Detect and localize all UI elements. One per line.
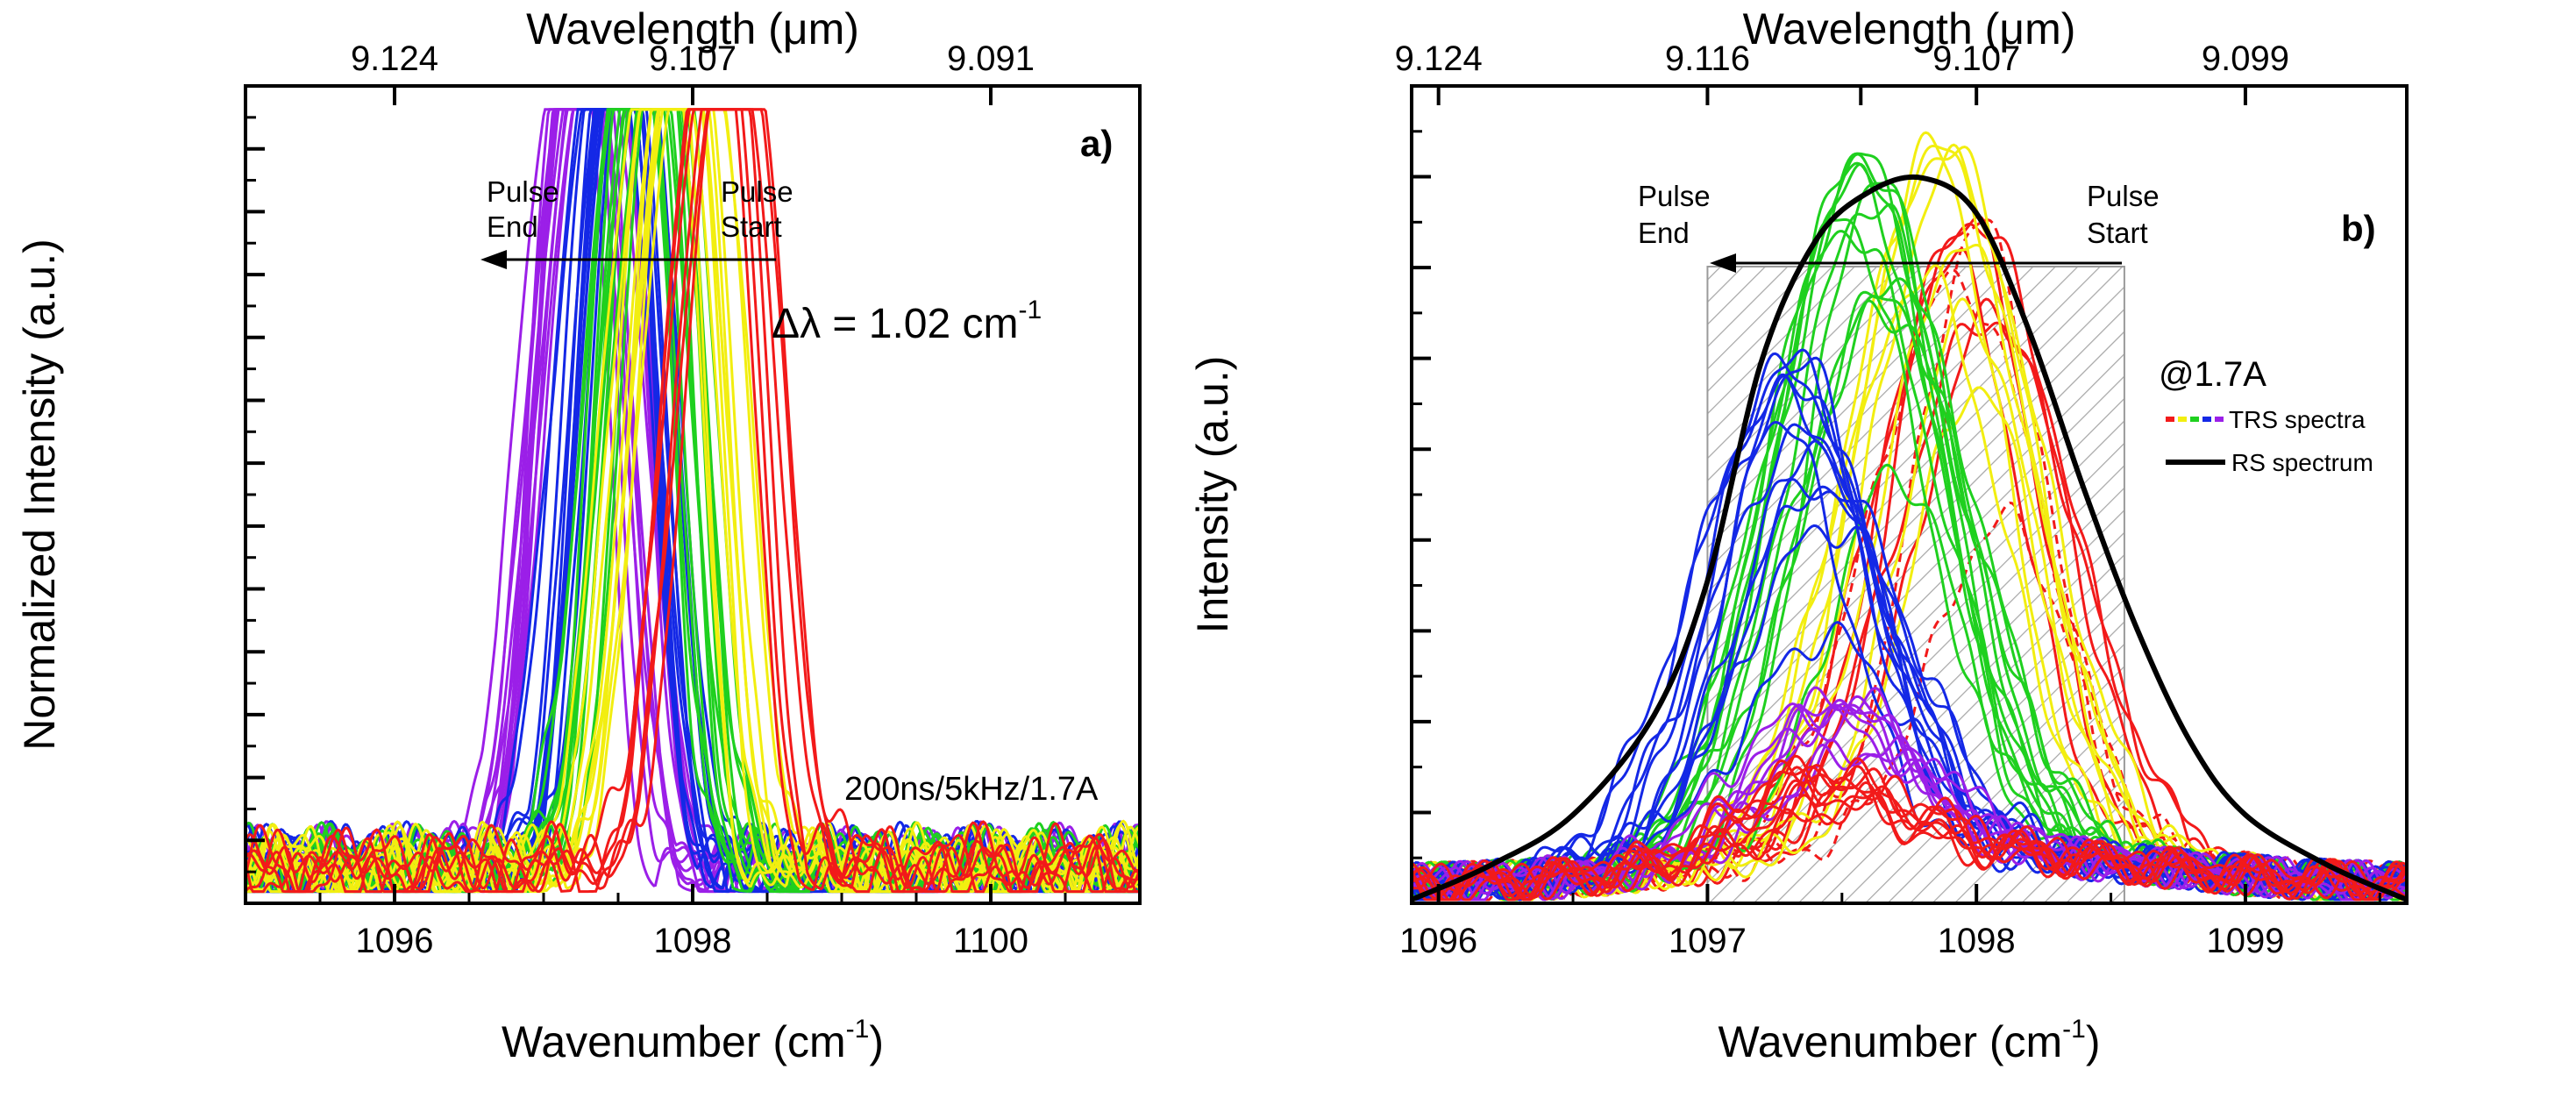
panel-b-ticks: 1096 1097 1098 1099 9.124 9.116 9.107 9.099 — [1395, 39, 2381, 960]
panel-b-series — [1412, 131, 2407, 902]
panel-b-current-label: @1.7A — [2159, 355, 2266, 394]
series-line-red — [246, 108, 1140, 894]
legend-label-trs: TRS spectra — [2229, 406, 2366, 433]
panel-a: 1096 1098 1100 9.124 9.107 9.091 Wavelength (… — [15, 4, 1142, 1066]
panel-a-pulse-end-label: Pulse End — [487, 175, 567, 243]
series-line-red-late — [1412, 763, 2407, 902]
series-line-red — [246, 108, 1140, 894]
panel-a-x-axis-title: Wavenumber (cm-1) — [502, 1015, 884, 1066]
x-tick-label: 1096 — [1399, 922, 1477, 960]
top-tick-label: 9.124 — [1395, 39, 1483, 78]
panel-b: 1096 1097 1098 1099 9.124 9.116 9.107 9.099 Wav… — [1188, 4, 2409, 1066]
panel-b-pulse-end-label: Pulse End — [1638, 180, 1719, 249]
x-tick-label: 1100 — [953, 922, 1028, 960]
arrow-head — [480, 250, 507, 269]
panel-b-legend: TRS spectra RS spectrum — [2166, 406, 2373, 476]
panel-b-y-axis-title: Intensity (a.u.) — [1188, 356, 1237, 634]
panel-b-x-axis-title: Wavenumber (cm-1) — [1718, 1015, 2100, 1066]
arrow-head — [1710, 253, 1736, 273]
series-line-blue — [1412, 348, 2407, 902]
series-line-red — [246, 108, 1140, 894]
top-tick-label: 9.107 — [1932, 39, 2020, 78]
x-tick-label: 1098 — [1938, 922, 2016, 960]
panel-b-pulse-start-label: Pulse Start — [2087, 180, 2167, 249]
panel-a-y-axis-title: Normalized Intensity (a.u.) — [15, 239, 64, 751]
top-tick-label: 9.124 — [351, 39, 438, 78]
panel-b-rs-spectrum-line — [1412, 174, 2407, 902]
series-line-violet — [1412, 735, 2407, 902]
panel-a-ticks: 1096 1098 1100 9.124 9.107 9.091 — [244, 39, 1142, 960]
panel-b-label: b) — [2341, 208, 2376, 249]
series-line-red-late — [1412, 785, 2407, 902]
panel-b-pulse-arrow — [1710, 253, 2122, 273]
legend-label-rs: RS spectrum — [2231, 449, 2373, 476]
series-line-blue — [1412, 374, 2407, 902]
x-tick-label: 1099 — [2206, 922, 2284, 960]
top-tick-label: 9.116 — [1665, 39, 1750, 78]
x-tick-label: 1098 — [654, 922, 732, 960]
top-tick-label: 9.099 — [2202, 39, 2289, 78]
panel-b-top-axis-title: Wavelength (μm) — [1743, 4, 2076, 53]
panel-a-conditions: 200ns/5kHz/1.7A — [844, 771, 1099, 808]
panel-a-top-axis-title: Wavelength (μm) — [526, 4, 859, 53]
panel-a-pulse-arrow — [480, 250, 776, 269]
panel-a-label: a) — [1080, 123, 1113, 164]
x-tick-label: 1096 — [356, 922, 434, 960]
x-tick-label: 1097 — [1669, 922, 1747, 960]
panel-a-delta-lambda: Δλ = 1.02 cm-1 — [772, 296, 1042, 347]
panel-a-pulse-start-label: Pulse Start — [721, 175, 801, 243]
series-line-red-late — [1412, 781, 2407, 902]
top-tick-label: 9.107 — [649, 39, 737, 78]
top-tick-label: 9.091 — [947, 39, 1035, 78]
